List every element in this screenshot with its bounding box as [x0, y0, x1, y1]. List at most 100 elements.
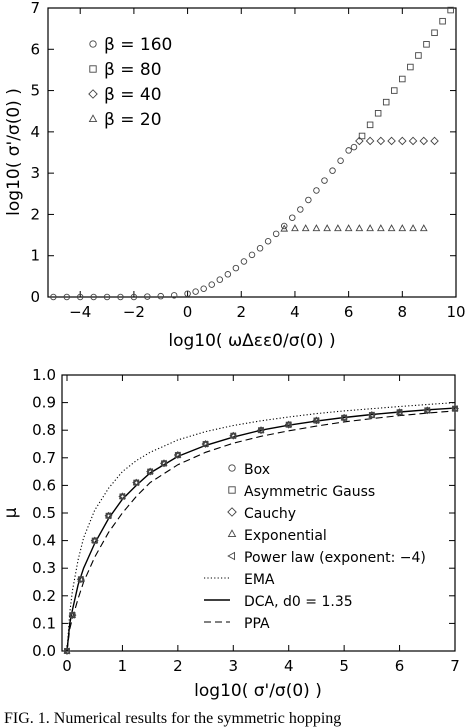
chart-2-point-series-5	[312, 417, 319, 425]
chart-1-point-series-1	[337, 157, 344, 165]
chart-1-point-series-4	[377, 224, 385, 232]
chart-2-y-tick-label: 0.5	[32, 504, 56, 522]
chart-2-x-ticks: 0 1 2 3 4 5 6 7	[62, 375, 460, 675]
chart-2-x-tick-label: 2	[173, 657, 183, 675]
chart-1-legend-marker-3	[88, 89, 98, 99]
chart-1-point-series-2	[399, 75, 406, 83]
chart-2-point-series-5	[284, 421, 292, 429]
chart-1-point-series-3	[419, 136, 429, 146]
chart-2-point-series-5	[76, 575, 84, 583]
chart-2-y-tick-label: 0.4	[32, 532, 56, 550]
chart-1-point-series-1	[240, 258, 248, 265]
chart-2-point-series-5	[367, 411, 375, 419]
chart-2-point-series-5	[201, 440, 209, 448]
chart-1-point-series-1	[103, 293, 111, 301]
chart-2-marks	[63, 404, 459, 655]
chart-1-legend-marker-2	[89, 65, 97, 73]
chart-1-legend-marker-4	[88, 114, 98, 123]
chart-1-point-series-1	[90, 293, 97, 301]
chart-1-point-series-3	[408, 136, 418, 146]
chart-2-lines	[66, 402, 456, 652]
chart-1-point-series-4	[334, 224, 342, 232]
chart-1-point-series-2	[415, 52, 422, 59]
chart-2-legend: Box Asymmetric Gauss Cauchy Exponential Powe…	[204, 462, 426, 632]
chart-2-y-ticks: 0.0 0.1 0.2 0.3 0.4 0.5 0.6 0.7 0.8 0.9 1.0	[32, 366, 455, 660]
chart-1-y-tick-label: 5	[30, 82, 40, 100]
chart-2-point-series-5	[63, 647, 70, 655]
chart-2-legend-label-1: Box	[244, 462, 270, 478]
chart-1-x-tick-label: 4	[290, 303, 300, 321]
chart-1-y-axis-label: log10( σ'/σ(0) )	[4, 88, 24, 216]
chart-1-point-series-4	[398, 224, 407, 232]
chart-1-x-ticks: −4 −2 0 2 4 6 8 10	[69, 8, 466, 321]
chart-1-point-series-4	[419, 224, 428, 232]
chart-2-point-series-5	[160, 459, 167, 467]
chart-2-point-series-5	[229, 432, 236, 440]
chart-2-y-tick-label: 0.3	[32, 559, 56, 577]
chart-2-x-tick-label: 3	[229, 657, 239, 675]
chart-1-point-series-3	[387, 136, 396, 146]
chart-1-y-tick-label: 1	[30, 247, 40, 265]
chart-2-x-tick-label: 7	[450, 657, 460, 675]
chart-2-y-tick-label: 0.8	[32, 421, 56, 439]
chart-2-legend-marker-1	[228, 464, 236, 472]
chart-1-point-series-1	[192, 288, 199, 295]
chart-1-point-series-4	[280, 224, 289, 232]
chart-1-point-series-4	[387, 224, 396, 232]
chart-1-point-series-1	[345, 147, 352, 154]
chart-1-marks	[50, 6, 454, 301]
chart-1-point-series-1	[224, 271, 232, 278]
chart-1-point-series-3	[365, 136, 375, 146]
chart-1-plot-area: −4 −2 0 2 4 6 8 10 0 1 2 3 4 5 6 7 β = 160 β = 80 β = 40…	[4, 0, 466, 351]
chart-1-x-axis-label: log10( ωΔεε0/σ(0) )	[168, 331, 335, 351]
chart-1-point-series-1	[280, 222, 288, 230]
chart-1-point-series-2	[366, 121, 374, 129]
chart-1-x-tick-label: 8	[398, 303, 408, 321]
chart-2-y-axis-label: μ	[1, 507, 21, 518]
chart-1-point-series-2	[374, 110, 382, 117]
chart-1-point-series-2	[407, 63, 414, 71]
chart-1-point-series-4	[344, 224, 353, 232]
chart-1-point-series-2	[447, 6, 454, 14]
chart-1-point-series-1	[157, 292, 164, 300]
chart-1-point-series-2	[431, 29, 438, 37]
chart-1-legend-label-1: β = 160	[104, 35, 172, 55]
chart-1-point-series-2	[382, 98, 390, 106]
chart-1-point-series-4	[291, 224, 299, 232]
chart-2-x-tick-label: 6	[395, 657, 405, 675]
chart-1-legend: β = 160 β = 80 β = 40 β = 20	[88, 35, 172, 130]
chart-1-y-tick-label: 6	[30, 40, 40, 58]
chart-1-x-tick-label: 6	[344, 303, 354, 321]
chart-1-point-series-1	[248, 251, 256, 259]
chart-2-line-series-6	[66, 402, 456, 652]
chart-1-point-series-1	[50, 293, 57, 301]
chart-1-point-series-4	[301, 224, 310, 232]
chart-1-y-tick-label: 3	[30, 164, 40, 182]
chart-1-point-series-1	[297, 206, 304, 213]
chart-1-y-tick-label: 0	[30, 288, 40, 306]
chart-2-point-series-5	[451, 405, 458, 413]
chart-1-point-series-1	[313, 187, 320, 194]
chart-1-point-series-1	[63, 293, 71, 301]
chart-2-x-tick-label: 0	[62, 657, 72, 675]
chart-1-point-series-1	[76, 293, 84, 301]
chart-1-legend-label-4: β = 20	[104, 110, 162, 130]
chart-1-point-series-1	[232, 264, 240, 272]
chart-1-point-series-4	[366, 224, 374, 232]
chart-2-y-tick-label: 1.0	[32, 366, 56, 384]
chart-1-point-series-1	[200, 285, 207, 292]
chart-2-x-tick-label: 5	[339, 657, 349, 675]
chart-2-x-tick-label: 4	[284, 657, 294, 675]
chart-1-x-tick-label: 0	[183, 303, 193, 321]
chart-1-point-series-2	[391, 87, 398, 94]
chart-1-x-tick-label: −4	[69, 303, 91, 321]
chart-1-point-series-1	[208, 281, 215, 288]
chart-2-y-tick-label: 0.9	[32, 394, 56, 412]
chart-2-legend-marker-5	[227, 551, 236, 561]
chart-2-y-tick-label: 0.2	[32, 587, 56, 605]
chart-1-legend-label-3: β = 40	[104, 85, 162, 105]
chart-1-point-series-1	[329, 167, 336, 174]
chart-1-legend-marker-1	[89, 40, 97, 48]
chart-2-legend-label-2: Asymmetric Gauss	[244, 484, 375, 500]
